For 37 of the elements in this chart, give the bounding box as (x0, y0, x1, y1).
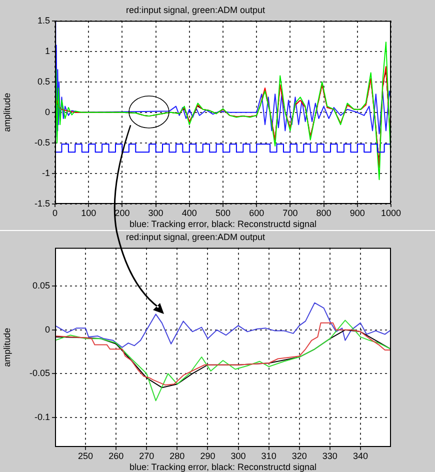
x-tick-label: 100 (81, 208, 96, 218)
x-axis-title: blue: Tracking error, black: Reconstructd signal (129, 219, 317, 230)
x-tick-label: 330 (322, 450, 338, 461)
y-axis-title: amplitude (2, 328, 12, 367)
x-tick-label: 310 (261, 450, 276, 461)
y-tick-label: -1 (42, 168, 50, 178)
x-tick-label: 270 (139, 450, 154, 461)
x-tick-label: 250 (78, 450, 94, 461)
y-tick-label: 1 (44, 46, 50, 56)
chart-title: red:input signal, green:ADM output (126, 4, 266, 15)
y-axis-title: amplitude (2, 92, 12, 132)
y-tick-label: -1.5 (34, 198, 50, 208)
x-tick-label: 290 (200, 450, 216, 461)
x-tick-label: 800 (316, 208, 332, 218)
y-tick-label: 0 (44, 106, 50, 117)
y-tick-label: 1.5 (37, 15, 50, 26)
x-tick-label: 900 (350, 208, 365, 218)
x-axis-title: blue: Tracking error, black: Reconstructd signal (129, 462, 317, 472)
x-tick-label: 700 (282, 208, 298, 218)
y-tick-label: -0.5 (34, 137, 50, 148)
y-tick-label: -0.1 (34, 412, 50, 422)
x-tick-label: 400 (182, 208, 197, 218)
x-tick-label: 340 (352, 450, 368, 461)
x-tick-label: 1000 (380, 208, 402, 218)
y-tick-label: 0 (44, 324, 50, 334)
chart-title: red:input signal, green:ADM output (126, 232, 266, 242)
x-tick-label: 0 (52, 208, 58, 218)
x-tick-label: 320 (292, 450, 307, 461)
y-tick-label: -0.05 (29, 368, 50, 378)
x-tick-label: 600 (249, 208, 264, 218)
x-tick-label: 260 (108, 450, 124, 461)
x-tick-label: 280 (170, 450, 185, 461)
y-tick-label: 0.5 (37, 76, 50, 86)
x-tick-label: 500 (215, 208, 231, 218)
x-tick-label: 300 (230, 450, 246, 461)
y-tick-label: 0.05 (32, 280, 50, 291)
x-tick-label: 300 (148, 208, 164, 218)
